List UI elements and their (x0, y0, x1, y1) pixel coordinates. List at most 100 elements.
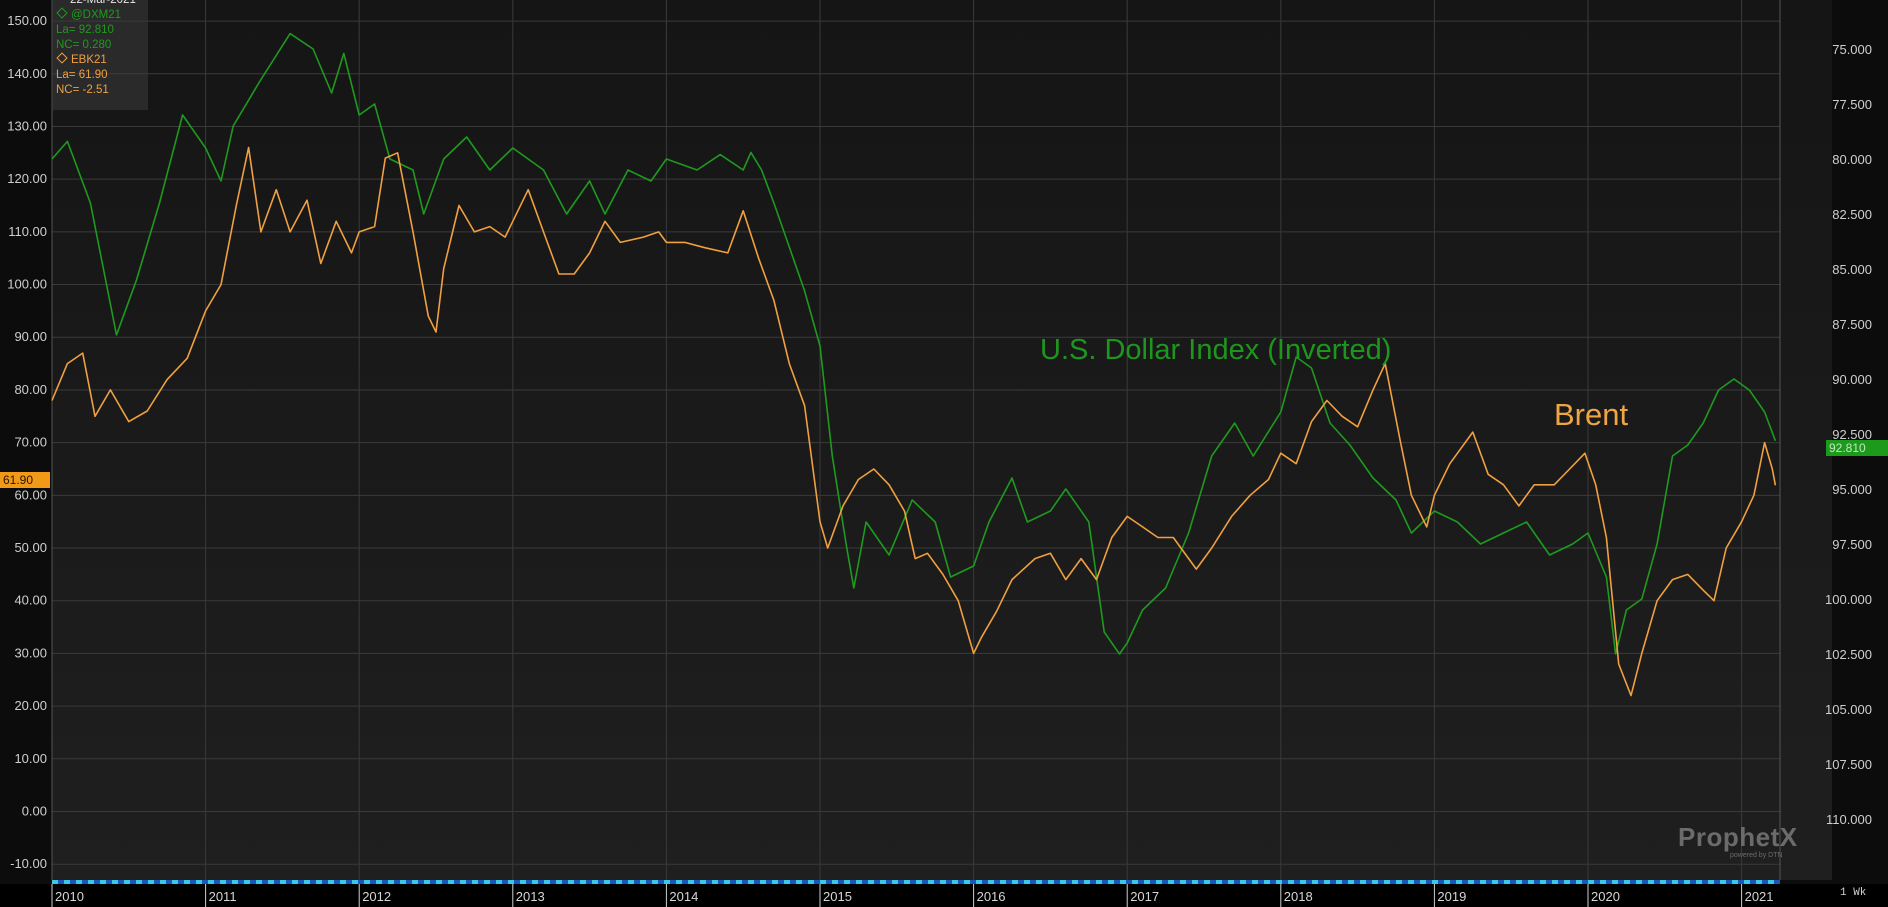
x-axis-band-tick (376, 880, 382, 884)
x-axis-band-tick (832, 880, 838, 884)
x-axis-band-tick (292, 880, 298, 884)
left-tick-label: 50.00 (14, 540, 47, 555)
x-axis-band-tick (796, 880, 802, 884)
x-axis-band-tick (1636, 880, 1642, 884)
x-axis-band-tick (976, 880, 982, 884)
x-axis-band-tick (880, 880, 886, 884)
left-tick-label: 100.00 (7, 277, 47, 292)
right-tick-label: 75.000 (1832, 42, 1872, 57)
x-axis-band-tick (112, 880, 118, 884)
usd-annotation: U.S. Dollar Index (Inverted) (1040, 334, 1392, 366)
x-axis-band-tick (868, 880, 874, 884)
x-axis-band-tick (964, 880, 970, 884)
x-axis-band-tick (1648, 880, 1654, 884)
x-axis-band-tick (700, 880, 706, 884)
left-last-price-tag: 61.90 (0, 472, 50, 488)
x-axis-band-tick (1144, 880, 1150, 884)
period-label[interactable]: 1 Wk (1840, 887, 1867, 899)
x-axis-band-tick (1588, 880, 1594, 884)
x-axis-band-tick (148, 880, 154, 884)
series-line-ebk21 (51, 146, 1777, 697)
x-axis-band-tick (460, 880, 466, 884)
prophetx-logo: ProphetX (1678, 822, 1798, 852)
x-axis-band-tick (412, 880, 418, 884)
x-axis-band-tick (532, 880, 538, 884)
right-tick-label: 102.500 (1825, 647, 1872, 662)
x-axis-band-tick (1120, 880, 1126, 884)
x-axis-band-tick (1408, 880, 1414, 884)
x-axis-band-tick (856, 880, 862, 884)
x-axis-band-tick (928, 880, 934, 884)
right-tick-label: 77.500 (1832, 97, 1872, 112)
x-axis-band-tick (244, 880, 250, 884)
legend-net-change: NC= -2.51 (56, 84, 109, 96)
x-axis-band-tick (580, 880, 586, 884)
x-axis-band-tick (1696, 880, 1702, 884)
left-tick-label: 120.00 (7, 171, 47, 186)
grid-lines (51, 0, 1781, 880)
x-axis-band-tick (568, 880, 574, 884)
right-tick-label: 82.500 (1832, 207, 1872, 222)
series-line-dxm21 (51, 32, 1777, 655)
legend-item-ebk21: EBK21 (56, 52, 144, 68)
left-tick-label: 110.00 (8, 224, 47, 239)
x-axis-band-tick (1744, 880, 1750, 884)
x-axis-band-tick (736, 880, 742, 884)
x-axis-band-tick (352, 880, 358, 884)
x-tick-label: 2019 (1437, 889, 1466, 904)
x-axis-band-tick (484, 880, 490, 884)
left-tick-label: 10.00 (14, 751, 47, 766)
legend-symbol: EBK21 (71, 54, 107, 66)
x-axis-band-tick (664, 880, 670, 884)
x-axis-band-tick (1084, 880, 1090, 884)
x-axis-band-tick (520, 880, 526, 884)
x-axis-band-tick (1528, 880, 1534, 884)
x-axis-band-tick (988, 880, 994, 884)
x-axis-band-tick (1276, 880, 1282, 884)
x-axis-band-tick (1612, 880, 1618, 884)
x-tick-label: 2016 (977, 889, 1006, 904)
x-axis-band-tick (1756, 880, 1762, 884)
x-axis-band-tick (952, 880, 958, 884)
right-tick-label: 95.000 (1832, 482, 1872, 497)
right-tick-label: 90.000 (1832, 372, 1872, 387)
x-axis-band-tick (916, 880, 922, 884)
x-axis-band-tick (52, 880, 58, 884)
right-tick-label: 110.000 (1826, 812, 1872, 827)
x-axis-band-tick (808, 880, 814, 884)
x-axis-band-tick (1108, 880, 1114, 884)
x-axis-band-tick (100, 880, 106, 884)
right-tick-label: 107.500 (1825, 757, 1872, 772)
x-axis-band-tick (328, 880, 334, 884)
legend-net-change: NC= 0.280 (56, 39, 112, 51)
x-axis-band-tick (772, 880, 778, 884)
left-tick-label: 80.00 (14, 382, 47, 397)
x-axis-band-tick (1720, 880, 1726, 884)
x-axis-band-tick (1096, 880, 1102, 884)
left-tick-label: 140.00 (7, 66, 47, 81)
x-axis-band-tick (88, 880, 94, 884)
x-axis-band-tick (628, 880, 634, 884)
x-tick-label: 2018 (1284, 889, 1313, 904)
x-axis-band-tick (1384, 880, 1390, 884)
x-axis-band-tick (676, 880, 682, 884)
x-axis-band-tick (1228, 880, 1234, 884)
x-axis-band-tick (64, 880, 70, 884)
x-axis-band-tick (1060, 880, 1066, 884)
right-tick-label: 100.000 (1825, 592, 1872, 607)
x-axis-band-tick (712, 880, 718, 884)
x-axis-band-tick (172, 880, 178, 884)
right-tick-label: 105.000 (1825, 702, 1872, 717)
right-tick-label: 97.500 (1832, 537, 1872, 552)
x-tick-label: 2020 (1591, 889, 1620, 904)
brent-annotation: Brent (1554, 397, 1629, 432)
legend-symbol: @DXM21 (71, 9, 122, 21)
x-axis-band-tick (820, 880, 826, 884)
x-tick-label: 2021 (1745, 889, 1774, 904)
x-axis-band-tick (1348, 880, 1354, 884)
x-axis-band-tick (232, 880, 238, 884)
x-axis-band-tick (196, 880, 202, 884)
left-tick-label: 130.00 (7, 118, 47, 133)
x-axis-strip (0, 884, 1888, 907)
x-axis-band-tick (640, 880, 646, 884)
